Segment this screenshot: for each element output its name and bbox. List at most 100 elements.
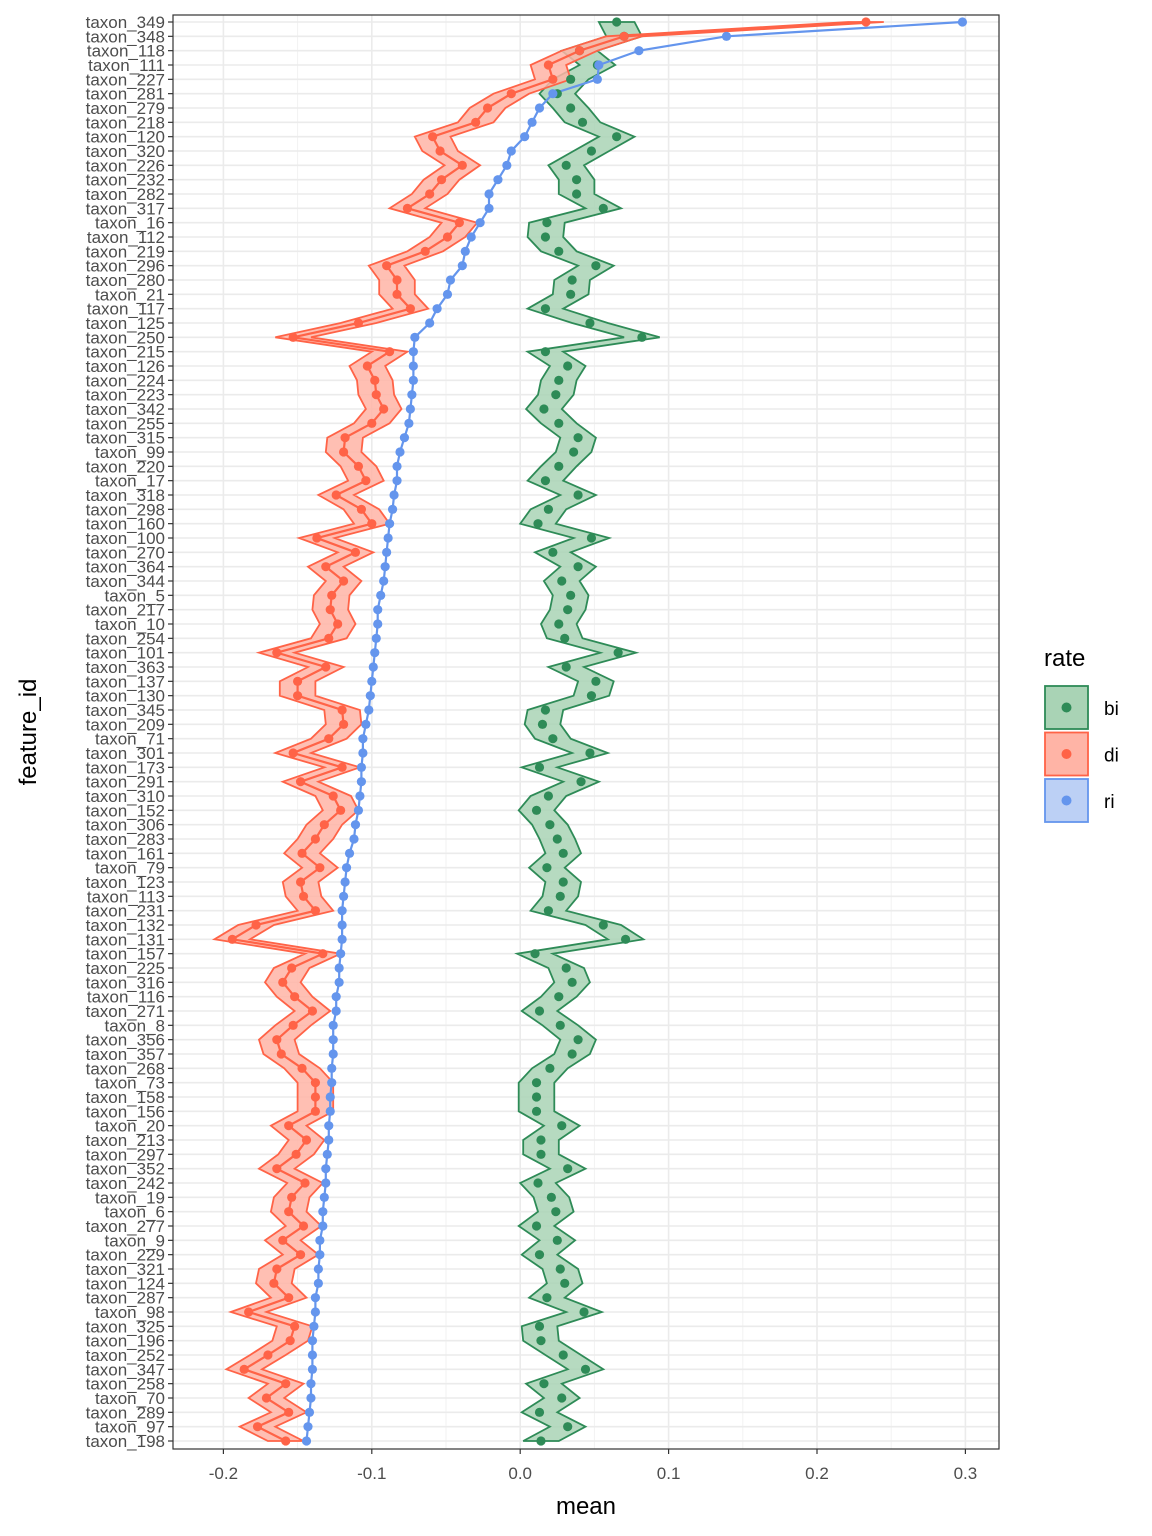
point-ri [379, 576, 389, 586]
point-di [436, 175, 447, 185]
point-bi [545, 820, 555, 830]
point-di [506, 89, 516, 99]
y-tick-label: taxon_157 [86, 945, 165, 964]
point-bi [567, 1049, 577, 1059]
point-di [548, 74, 558, 84]
y-tick-label: taxon_297 [86, 1145, 165, 1164]
y-tick-label: taxon_282 [86, 185, 165, 204]
point-di [297, 848, 307, 858]
point-bi [536, 1436, 546, 1446]
point-bi [563, 361, 573, 371]
y-tick-label: taxon_348 [86, 27, 165, 46]
point-ri [328, 1049, 338, 1059]
point-di [290, 1321, 300, 1331]
y-tick-label: taxon_130 [86, 687, 165, 706]
x-tick-label: -0.1 [357, 1464, 386, 1483]
y-tick-label: taxon_356 [86, 1031, 165, 1050]
point-ri [307, 1350, 318, 1360]
point-ri [445, 275, 456, 285]
y-tick-label: taxon_218 [86, 113, 165, 132]
point-ri [337, 906, 347, 916]
x-tick-label: -0.2 [209, 1464, 238, 1483]
y-tick-label: taxon_232 [86, 171, 165, 190]
point-ri [387, 504, 398, 514]
point-di [288, 1020, 298, 1030]
point-bi [586, 691, 597, 701]
y-tick-label: taxon_296 [86, 257, 165, 276]
point-bi [561, 963, 571, 973]
point-di [353, 318, 364, 328]
y-tick-label: taxon_277 [86, 1217, 165, 1236]
point-ri [466, 232, 476, 242]
point-ri [353, 805, 364, 815]
point-di [295, 877, 306, 887]
point-ri [432, 304, 442, 314]
y-tick-label: taxon_98 [95, 1303, 165, 1322]
point-ri [594, 60, 604, 70]
y-tick-label: taxon_125 [86, 314, 165, 333]
point-di [405, 304, 415, 314]
point-bi [576, 777, 586, 787]
y-tick-label: taxon_349 [86, 13, 165, 32]
point-bi [566, 74, 576, 84]
point-bi [540, 347, 551, 357]
point-ri [337, 934, 347, 944]
point-ri [334, 963, 344, 973]
point-ri [408, 347, 418, 357]
point-ri [358, 734, 368, 744]
point-di [251, 920, 261, 930]
point-ri [356, 762, 367, 772]
point-di [261, 1393, 272, 1403]
x-tick-label: 0.2 [805, 1464, 829, 1483]
y-tick-label: taxon_5 [105, 586, 166, 605]
point-ri [380, 562, 390, 572]
y-tick-label: taxon_6 [105, 1203, 166, 1222]
y-tick-label: taxon_71 [95, 730, 165, 749]
y-tick-label: taxon_118 [87, 42, 165, 61]
point-di [619, 31, 629, 41]
point-bi [533, 1178, 543, 1188]
point-bi [542, 1293, 552, 1303]
y-tick-label: taxon_254 [86, 629, 165, 648]
point-di [298, 891, 309, 901]
point-bi [554, 375, 564, 385]
point-di [295, 777, 306, 787]
point-di [272, 648, 282, 658]
point-bi [571, 189, 582, 199]
y-tick-label: taxon_20 [95, 1117, 165, 1136]
point-di [287, 1192, 297, 1202]
point-di [425, 189, 435, 199]
point-di [281, 1436, 291, 1446]
point-bi [577, 117, 588, 127]
y-tick-label: taxon_279 [86, 99, 165, 118]
point-di [340, 433, 350, 443]
y-tick-label: taxon_364 [86, 558, 165, 577]
point-di [272, 1264, 282, 1274]
point-ri [405, 404, 415, 414]
y-tick-label: taxon_173 [86, 758, 165, 777]
x-tick-label: 0.3 [954, 1464, 978, 1483]
point-bi [534, 762, 545, 772]
point-bi [586, 533, 597, 543]
point-bi [531, 1092, 542, 1102]
point-bi [531, 1106, 542, 1116]
y-tick-label: taxon_227 [86, 70, 165, 89]
point-di [315, 863, 325, 873]
point-ri [460, 246, 470, 256]
y-tick-label: taxon_255 [86, 414, 165, 433]
point-bi [554, 461, 564, 471]
point-di [861, 17, 871, 27]
y-tick-label: taxon_315 [86, 429, 165, 448]
point-di [371, 390, 381, 400]
point-ri [392, 476, 402, 486]
point-bi [543, 504, 553, 514]
point-di [291, 1149, 301, 1159]
y-tick-label: taxon_280 [86, 271, 165, 290]
y-tick-label: taxon_17 [95, 472, 165, 491]
point-di [471, 117, 481, 127]
point-di [350, 547, 361, 557]
point-bi [579, 1307, 589, 1317]
y-axis-title: feature_id [15, 679, 42, 786]
point-di [293, 691, 303, 701]
y-tick-label: taxon_209 [86, 715, 165, 734]
